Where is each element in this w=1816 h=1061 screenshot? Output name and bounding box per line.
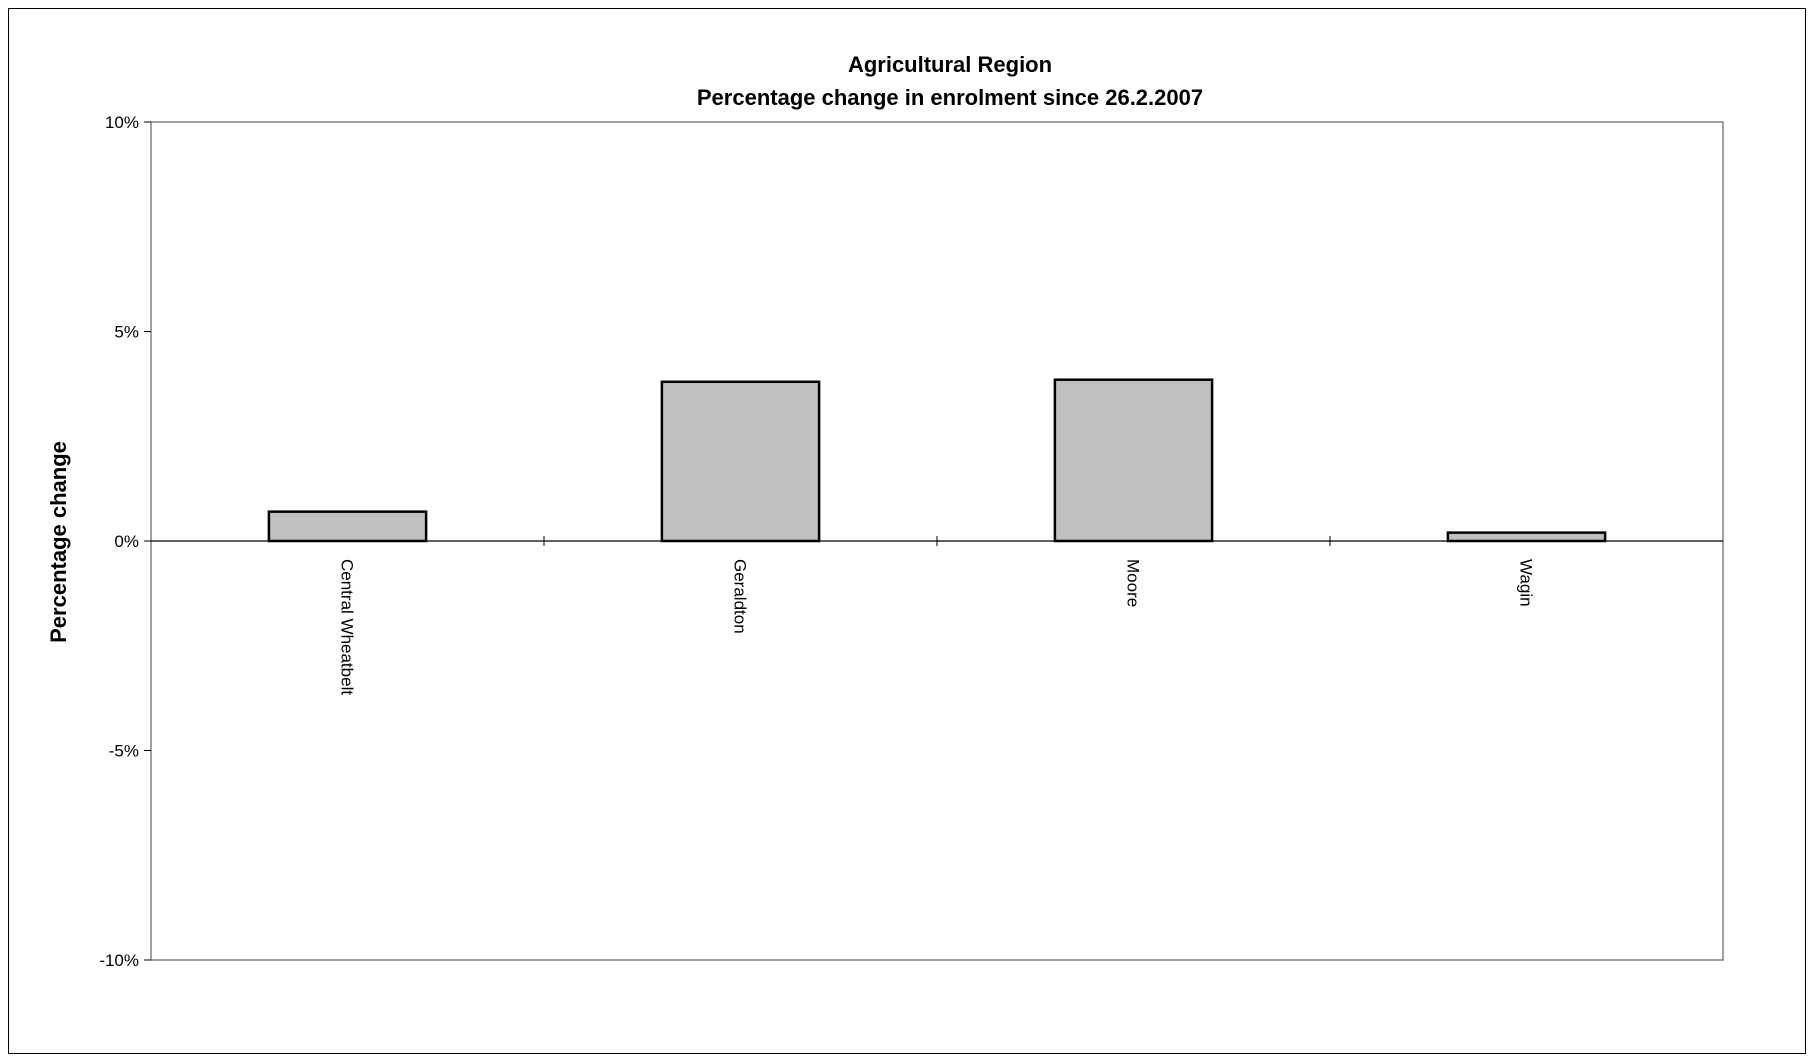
y-axis: 10% 5% 0% -5% -10% <box>99 113 151 970</box>
bar-moore <box>1053 378 1214 543</box>
category-label: Moore <box>1124 559 1143 607</box>
y-tick-label: -5% <box>109 742 139 761</box>
bars-group <box>267 378 1607 543</box>
y-tick-label: -10% <box>99 951 139 970</box>
bar-geraldton <box>660 380 821 543</box>
chart-frame <box>8 8 1806 1054</box>
y-tick-label: 10% <box>105 113 139 132</box>
bar-wagin <box>1446 531 1607 543</box>
y-axis-label: Percentage change <box>46 441 71 643</box>
x-axis <box>543 536 1331 546</box>
y-tick-label: 5% <box>114 323 139 342</box>
chart-title-line-1: Agricultural Region <box>848 52 1052 77</box>
bar-central-wheatbelt <box>267 510 428 543</box>
chart-title-line-2: Percentage change in enrolment since 26.… <box>697 85 1203 110</box>
category-label: Wagin <box>1517 559 1536 607</box>
category-labels: Central Wheatbelt Geraldton Moore Wagin <box>338 559 1536 695</box>
y-tick-label: 0% <box>114 532 139 551</box>
category-label: Geraldton <box>731 559 750 634</box>
category-label: Central Wheatbelt <box>338 559 357 695</box>
